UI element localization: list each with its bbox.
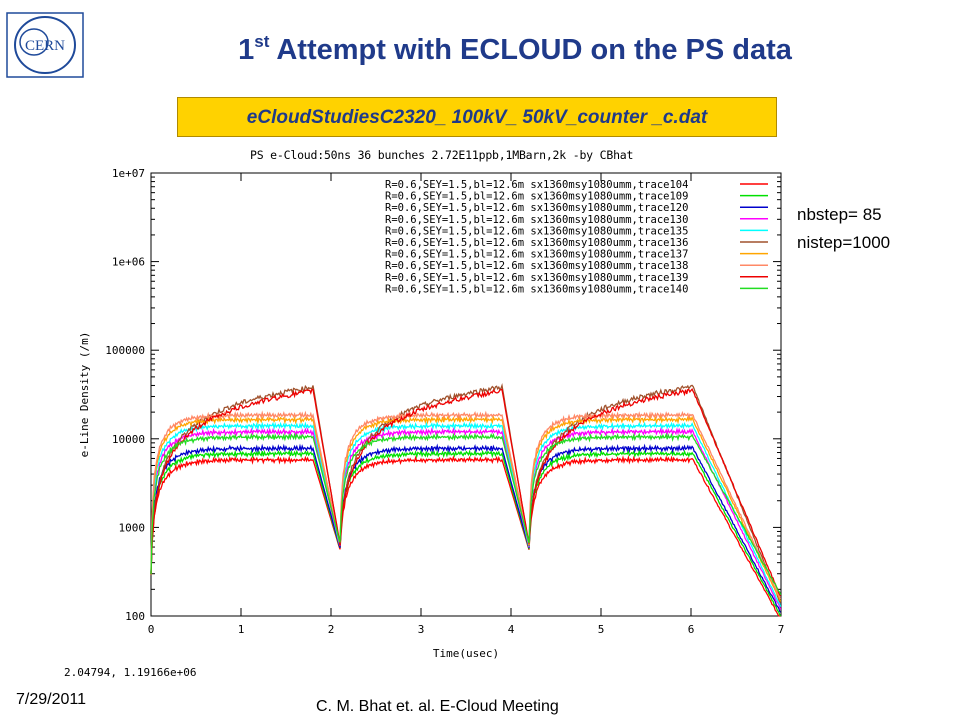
slide-date: 7/29/2011 [16,691,86,708]
y-tick-label: 100 [125,610,145,623]
legend-label: R=0.6,SEY=1.5,bl=12.6m sx1360msy1080umm,… [385,179,688,191]
y-tick-label: 1e+07 [112,167,145,180]
x-tick-label: 6 [688,623,695,636]
x-axis-label: Time(usec) [433,647,499,660]
svg-text:CERN: CERN [25,38,65,54]
y-axis-label: e-Line Density (/m) [78,332,91,458]
plot-frame [150,172,782,617]
y-tick-label: 100000 [105,344,145,357]
legend-label: R=0.6,SEY=1.5,bl=12.6m sx1360msy1080umm,… [385,214,688,226]
cern-logo: CERN [6,12,84,78]
data-file-label: eCloudStudiesC2320_ 100kV_ 50kV_counter … [177,97,777,137]
legend-label: R=0.6,SEY=1.5,bl=12.6m sx1360msy1080umm,… [385,283,688,295]
nistep-label: nistep=1000 [797,233,891,252]
series-line [150,454,781,617]
x-tick-label: 0 [148,623,155,636]
x-tick-label: 3 [418,623,425,636]
series-line [150,449,782,617]
series-line [150,388,782,597]
series-line [150,443,782,613]
chart-title: PS e-Cloud:50ns 36 bunches 2.72E11ppb,1M… [250,148,634,162]
legend-label: R=0.6,SEY=1.5,bl=12.6m sx1360msy1080umm,… [385,225,688,237]
legend-label: R=0.6,SEY=1.5,bl=12.6m sx1360msy1080umm,… [385,272,688,284]
x-tick-label: 5 [598,623,605,636]
legend-label: R=0.6,SEY=1.5,bl=12.6m sx1360msy1080umm,… [385,260,688,272]
slide-footer: C. M. Bhat et. al. E-Cloud Meeting [316,698,559,715]
y-tick-label: 10000 [112,433,145,446]
legend-label: R=0.6,SEY=1.5,bl=12.6m sx1360msy1080umm,… [385,249,688,261]
title-main: 1 [238,34,255,66]
cursor-coordinates: 2.04794, 1.19166e+06 [64,666,197,679]
series-line [150,415,782,602]
title-rest: Attempt with ECLOUD on the PS data [269,34,792,66]
y-tick-label: 1e+06 [112,256,145,269]
legend-label: R=0.6,SEY=1.5,bl=12.6m sx1360msy1080umm,… [385,202,688,214]
nbstep-label: nbstep= 85 [797,205,882,224]
slide-title: 1st Attempt with ECLOUD on the PS data [130,32,900,67]
x-tick-label: 7 [778,623,785,636]
y-tick-label: 1000 [119,521,146,534]
legend-label: R=0.6,SEY=1.5,bl=12.6m sx1360msy1080umm,… [385,237,688,249]
series-line [150,432,782,596]
legend-label: R=0.6,SEY=1.5,bl=12.6m sx1360msy1080umm,… [385,191,688,203]
series-line [150,421,782,607]
title-superscript: st [254,32,270,51]
x-tick-label: 2 [328,623,335,636]
series-line [150,426,782,610]
x-tick-label: 1 [238,623,245,636]
x-tick-label: 4 [508,623,515,636]
series-line [150,410,782,600]
